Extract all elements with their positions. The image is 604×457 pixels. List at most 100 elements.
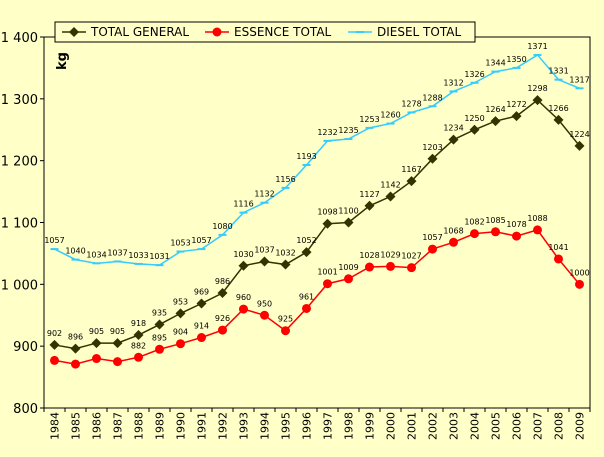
data-label: 1127 <box>359 190 379 199</box>
data-point <box>70 343 81 354</box>
data-point <box>344 274 353 284</box>
data-point <box>280 259 291 270</box>
data-label: 902 <box>47 329 62 338</box>
data-label: 1278 <box>401 99 421 108</box>
data-point <box>323 279 332 289</box>
x-tick-label: 1998 <box>343 412 356 440</box>
data-point <box>217 287 228 298</box>
x-tick-label: 1991 <box>196 412 209 440</box>
x-tick-label: 2005 <box>490 412 503 440</box>
y-tick-label: 1 100 <box>1 217 38 232</box>
data-point <box>281 326 290 336</box>
x-tick-label: 1995 <box>280 412 293 440</box>
data-label: 1080 <box>212 222 232 231</box>
data-label: 1032 <box>275 249 295 258</box>
x-tick-label: 1987 <box>112 412 125 440</box>
x-tick-label: 2004 <box>469 412 482 440</box>
data-point <box>470 229 479 239</box>
data-label: 1142 <box>380 181 400 190</box>
data-point <box>448 134 459 145</box>
data-label: 1052 <box>296 236 316 245</box>
data-point <box>491 227 500 237</box>
data-point <box>364 200 375 211</box>
data-label: 1029 <box>380 250 400 259</box>
data-label: 914 <box>194 322 209 331</box>
data-label: 1037 <box>254 245 274 254</box>
data-label: 953 <box>173 297 188 306</box>
data-point <box>469 124 480 135</box>
data-label: 905 <box>89 327 104 336</box>
x-tick-label: 2000 <box>385 412 398 440</box>
data-label: 926 <box>215 314 230 323</box>
data-point <box>554 254 563 264</box>
data-point <box>49 339 60 350</box>
data-point <box>407 263 416 273</box>
x-tick-label: 2001 <box>406 412 419 440</box>
data-label: 1088 <box>527 214 547 223</box>
series-layer <box>49 53 585 369</box>
data-label: 1100 <box>338 207 358 216</box>
data-point <box>91 338 102 349</box>
data-point <box>533 225 542 235</box>
data-point <box>386 261 395 271</box>
x-tick-label: 1993 <box>238 412 251 440</box>
data-point <box>238 260 249 271</box>
data-label: 1057 <box>422 233 442 242</box>
data-label: 1156 <box>275 175 295 184</box>
data-label: 1235 <box>338 126 358 135</box>
data-label: 1034 <box>86 250 106 259</box>
x-tick-label: 1986 <box>91 412 104 440</box>
data-label: 1009 <box>338 263 358 272</box>
data-label: 1266 <box>548 104 568 113</box>
data-label: 1057 <box>44 236 64 245</box>
data-label: 1288 <box>422 93 442 102</box>
data-point <box>511 111 522 122</box>
x-tick-label: 2002 <box>427 412 440 440</box>
data-label: 918 <box>131 319 146 328</box>
data-label: 1082 <box>464 218 484 227</box>
data-point <box>133 330 144 341</box>
data-point <box>532 95 543 106</box>
data-label: 1000 <box>569 268 589 277</box>
data-point <box>112 338 123 349</box>
data-point <box>239 304 248 314</box>
data-point <box>512 231 521 241</box>
data-point <box>154 319 165 330</box>
plot-area <box>43 36 591 409</box>
x-tick-label: 1985 <box>70 412 83 440</box>
x-tick-label: 2006 <box>511 412 524 440</box>
data-label: 1264 <box>485 105 505 114</box>
data-point <box>553 114 564 125</box>
data-point <box>155 344 164 354</box>
data-point <box>574 140 585 151</box>
data-point <box>175 308 186 319</box>
data-label: 1041 <box>548 243 568 252</box>
x-tick-label: 2007 <box>532 412 545 440</box>
data-point <box>196 298 207 309</box>
data-label: 1085 <box>485 216 505 225</box>
data-point <box>406 176 417 187</box>
x-tick-label: 2003 <box>448 412 461 440</box>
data-point <box>260 310 269 320</box>
y-axis-label: kg <box>55 52 70 70</box>
data-label: 961 <box>299 292 314 301</box>
data-point <box>259 256 270 267</box>
data-point <box>197 333 206 343</box>
data-point <box>427 153 438 164</box>
x-tick-label: 1984 <box>49 412 62 440</box>
legend-marker <box>212 27 222 37</box>
data-label: 1033 <box>128 251 148 260</box>
legend: TOTAL GENERAL ESSENCE TOTAL DIESEL TOTAL <box>54 21 476 43</box>
legend-entry-label: ESSENCE TOTAL <box>234 25 332 39</box>
data-label: 1132 <box>254 190 274 199</box>
data-label: 1331 <box>548 67 568 76</box>
y-tick-label: 1 300 <box>1 93 38 108</box>
data-point <box>134 352 143 362</box>
legend-box <box>54 21 476 43</box>
data-label: 1224 <box>569 130 589 139</box>
data-label: 1260 <box>380 111 400 120</box>
data-label: 960 <box>236 293 251 302</box>
axes: 800 900 1 000 1 100 1 200 1 300 1 400 1984 1985 1… <box>1 31 591 440</box>
